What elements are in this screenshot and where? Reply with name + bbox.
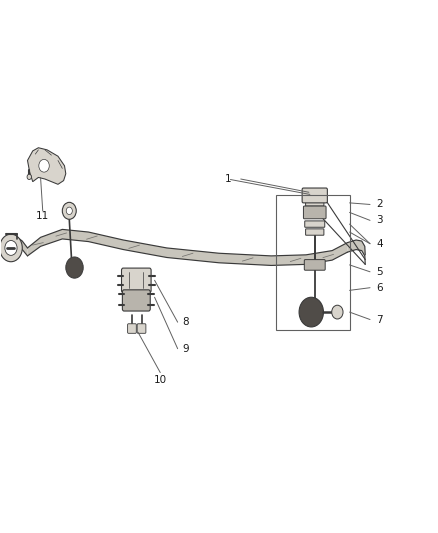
Circle shape xyxy=(39,159,49,172)
Circle shape xyxy=(299,297,323,327)
Bar xyxy=(276,195,350,330)
Circle shape xyxy=(5,240,17,255)
FancyBboxPatch shape xyxy=(302,188,327,203)
FancyBboxPatch shape xyxy=(306,229,324,235)
FancyBboxPatch shape xyxy=(304,260,325,270)
Polygon shape xyxy=(347,240,365,264)
Text: 4: 4 xyxy=(377,239,383,249)
FancyBboxPatch shape xyxy=(305,221,325,227)
Text: 1: 1 xyxy=(224,174,231,184)
FancyBboxPatch shape xyxy=(121,268,151,293)
FancyBboxPatch shape xyxy=(137,324,146,333)
Circle shape xyxy=(332,305,343,319)
Text: 6: 6 xyxy=(377,282,383,293)
FancyBboxPatch shape xyxy=(304,206,326,219)
FancyBboxPatch shape xyxy=(306,200,324,206)
Text: 2: 2 xyxy=(377,199,383,209)
Text: 8: 8 xyxy=(182,317,189,327)
Text: 7: 7 xyxy=(377,314,383,325)
Polygon shape xyxy=(28,229,347,265)
Text: 3: 3 xyxy=(377,215,383,225)
Circle shape xyxy=(62,203,76,219)
Polygon shape xyxy=(12,237,28,256)
Circle shape xyxy=(0,234,22,262)
Text: 10: 10 xyxy=(154,375,167,385)
Circle shape xyxy=(27,174,32,180)
Text: 9: 9 xyxy=(182,344,189,354)
Polygon shape xyxy=(28,148,66,184)
Circle shape xyxy=(66,257,83,278)
Text: 5: 5 xyxy=(377,267,383,277)
Text: 11: 11 xyxy=(36,211,49,221)
FancyBboxPatch shape xyxy=(122,290,150,311)
Circle shape xyxy=(66,207,72,215)
FancyBboxPatch shape xyxy=(127,324,136,333)
